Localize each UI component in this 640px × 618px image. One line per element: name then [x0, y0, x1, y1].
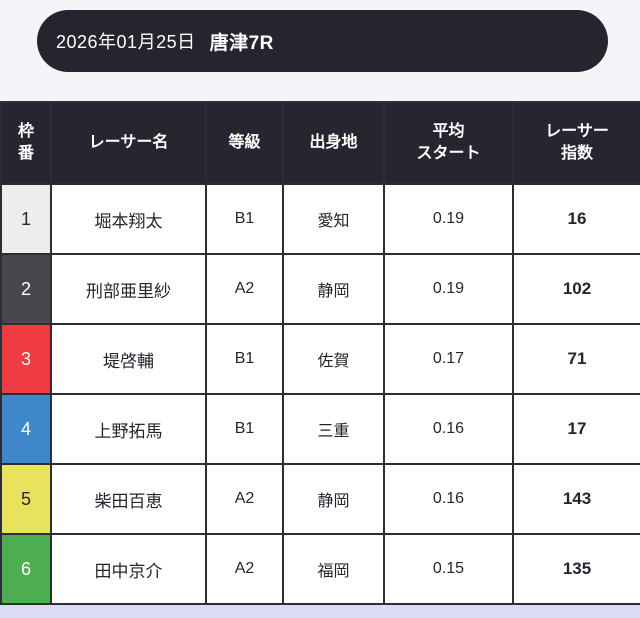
avg-start-cell: 0.19	[383, 183, 514, 255]
avg-start-cell: 0.16	[383, 463, 514, 535]
racer-name-cell: 堀本翔太	[50, 183, 207, 255]
avg-start-cell: 0.19	[383, 253, 514, 325]
avg-start-cell: 0.16	[383, 393, 514, 465]
origin-cell: 三重	[282, 393, 385, 465]
racer-name-cell: 上野拓馬	[50, 393, 207, 465]
column-header-avg-start: 平均 スタート	[383, 101, 514, 185]
table-row: 4 上野拓馬 B1 三重 0.16 17	[0, 393, 640, 465]
racer-index-cell: 16	[512, 183, 640, 255]
racer-name-cell: 田中京介	[50, 533, 207, 605]
column-header-index: レーサー 指数	[512, 101, 640, 185]
racer-name-cell: 刑部亜里紗	[50, 253, 207, 325]
avg-start-cell: 0.17	[383, 323, 514, 395]
racer-index-cell: 102	[512, 253, 640, 325]
avg-start-cell: 0.15	[383, 533, 514, 605]
table-row: 6 田中京介 A2 福岡 0.15 135	[0, 533, 640, 605]
column-header-name: レーサー名	[50, 101, 207, 185]
class-cell: B1	[205, 393, 284, 465]
race-header-bar: 2026年01月25日 唐津7R	[37, 10, 608, 72]
column-header-class: 等級	[205, 101, 284, 185]
origin-cell: 静岡	[282, 253, 385, 325]
racer-index-cell: 135	[512, 533, 640, 605]
racer-index-cell: 71	[512, 323, 640, 395]
frame-number-cell: 3	[0, 323, 52, 395]
class-cell: B1	[205, 183, 284, 255]
racer-table: 枠 番 レーサー名 等級 出身地 平均 スタート レーサー 指数 1 堀本翔太 …	[0, 101, 640, 605]
table-row: 3 堤啓輔 B1 佐賀 0.17 71	[0, 323, 640, 395]
racer-name-cell: 柴田百恵	[50, 463, 207, 535]
origin-cell: 愛知	[282, 183, 385, 255]
frame-number-cell: 4	[0, 393, 52, 465]
column-header-origin: 出身地	[282, 101, 385, 185]
table-header: 枠 番 レーサー名 等級 出身地 平均 スタート レーサー 指数	[0, 101, 640, 185]
origin-cell: 福岡	[282, 533, 385, 605]
origin-cell: 静岡	[282, 463, 385, 535]
column-header-frame: 枠 番	[0, 101, 52, 185]
table-body: 1 堀本翔太 B1 愛知 0.19 16 2 刑部亜里紗 A2 静岡 0.19 …	[0, 183, 640, 605]
frame-number-cell: 6	[0, 533, 52, 605]
racer-index-cell: 17	[512, 393, 640, 465]
table-header-row: 枠 番 レーサー名 等級 出身地 平均 スタート レーサー 指数	[0, 101, 640, 185]
race-title: 唐津7R	[209, 32, 274, 54]
table-row: 5 柴田百恵 A2 静岡 0.16 143	[0, 463, 640, 535]
table-row: 2 刑部亜里紗 A2 静岡 0.19 102	[0, 253, 640, 325]
table-row: 1 堀本翔太 B1 愛知 0.19 16	[0, 183, 640, 255]
frame-number-cell: 5	[0, 463, 52, 535]
racer-name-cell: 堤啓輔	[50, 323, 207, 395]
frame-number-cell: 1	[0, 183, 52, 255]
race-date: 2026年01月25日	[56, 32, 196, 52]
frame-number-cell: 2	[0, 253, 52, 325]
class-cell: B1	[205, 323, 284, 395]
class-cell: A2	[205, 463, 284, 535]
racer-index-cell: 143	[512, 463, 640, 535]
class-cell: A2	[205, 533, 284, 605]
class-cell: A2	[205, 253, 284, 325]
origin-cell: 佐賀	[282, 323, 385, 395]
